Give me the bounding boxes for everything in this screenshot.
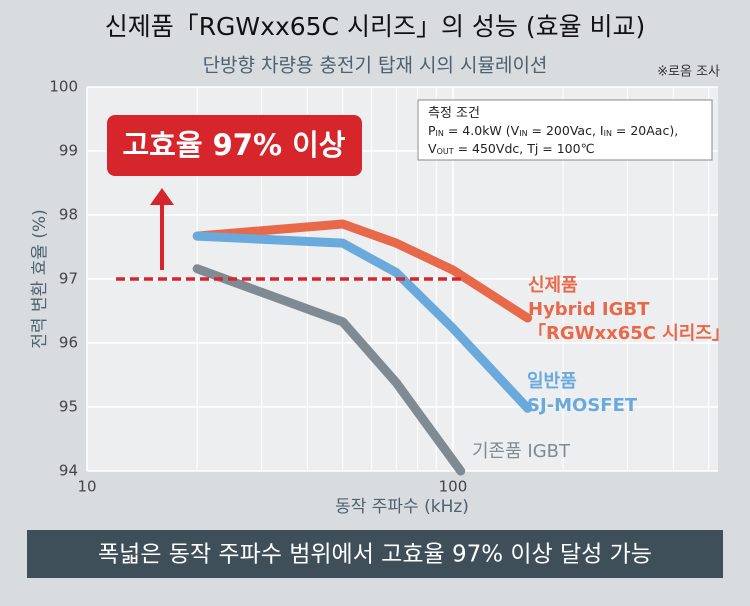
y-tick-label: 95: [59, 398, 78, 416]
x-tick-label: 100: [439, 478, 468, 496]
subscript: IN: [519, 129, 527, 138]
up-arrow: [150, 188, 174, 270]
y-tick-label: 96: [59, 334, 78, 352]
x-tick-label: 10: [77, 478, 96, 496]
condition-text: V: [428, 141, 437, 156]
conditions-box: [417, 99, 713, 161]
y-tick-label: 97: [59, 270, 78, 288]
series-label: SJ-MOSFET: [527, 395, 638, 416]
series-line: [192, 219, 533, 323]
y-tick-label: 99: [59, 142, 78, 160]
chart-title: 신제품「RGWxx65C 시리즈」의 성능 (효율 비교): [105, 12, 646, 41]
banner-text: 폭넓은 동작 주파수 범위에서 고효율 97% 이상 달성 가능: [98, 542, 652, 568]
condition-text: = 200Vac, I: [528, 123, 604, 138]
condition-text: 측정 조건: [428, 106, 480, 121]
y-tick-label: 94: [59, 462, 78, 480]
condition-text: = 450Vdc, Tj = 100℃: [454, 141, 595, 156]
series-line: [192, 231, 533, 413]
y-tick-label: 98: [59, 206, 78, 224]
condition-text: P: [428, 123, 436, 138]
y-tick-label: 100: [49, 78, 78, 96]
condition-line: PIN = 4.0kW (VIN = 200Vac, IIN = 20Aac),: [428, 123, 678, 138]
subscript: IN: [436, 129, 444, 138]
condition-text: = 20Aac),: [612, 123, 678, 138]
source-note: ※로옴 조사: [657, 65, 720, 80]
x-axis-label: 동작 주파수 (kHz): [335, 497, 469, 517]
series-line: [192, 264, 466, 476]
condition-line: VOUT = 450Vdc, Tj = 100℃: [428, 141, 595, 156]
subscript: OUT: [437, 147, 454, 156]
banner: [27, 530, 723, 578]
y-axis-label: 전력 변환 효율 (%): [30, 209, 50, 348]
series-label: 일반품: [527, 371, 577, 392]
series-label: 「RGWxx65C 시리즈」: [528, 322, 730, 344]
series-label: 신제품: [528, 275, 578, 296]
callout-text: 고효율 97% 이상: [122, 128, 345, 162]
subscript: IN: [604, 129, 612, 138]
condition-text: = 4.0kW (V: [444, 123, 520, 138]
condition-line: 측정 조건: [428, 106, 480, 121]
series-label: Hybrid IGBT: [528, 299, 650, 320]
series-label: 기존품 IGBT: [472, 441, 571, 462]
callout-box: [107, 115, 362, 176]
chart-subtitle: 단방향 차량용 충전기 탑재 시의 시뮬레이션: [203, 55, 548, 77]
